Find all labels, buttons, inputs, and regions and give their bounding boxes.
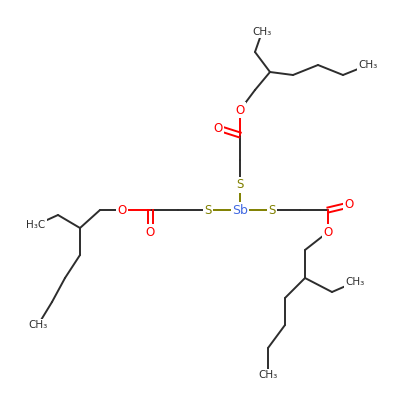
Text: S: S — [204, 204, 212, 216]
Text: CH₃: CH₃ — [358, 60, 378, 70]
Text: O: O — [117, 204, 127, 216]
Text: H₃C: H₃C — [26, 220, 46, 230]
Text: O: O — [213, 122, 223, 134]
Text: S: S — [236, 178, 244, 192]
Text: O: O — [344, 198, 354, 212]
Text: CH₃: CH₃ — [345, 277, 365, 287]
Text: CH₃: CH₃ — [252, 27, 272, 37]
Text: O: O — [145, 226, 155, 238]
Text: CH₃: CH₃ — [28, 320, 48, 330]
Text: O: O — [235, 104, 245, 116]
Text: S: S — [268, 204, 276, 216]
Text: Sb: Sb — [232, 204, 248, 216]
Text: O: O — [323, 226, 333, 238]
Text: CH₃: CH₃ — [258, 370, 278, 380]
